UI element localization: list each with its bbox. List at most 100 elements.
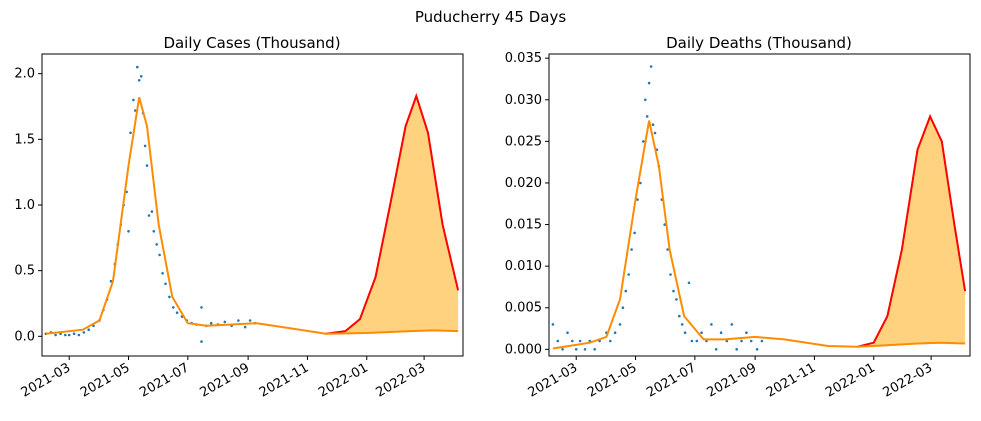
x-tick-label: 2021-03: [526, 360, 581, 400]
upper-curve: [856, 113, 967, 348]
data-point: [680, 323, 684, 326]
x-tick-label: 2021-07: [644, 360, 699, 400]
data-point: [134, 109, 137, 112]
y-tick-label: 0.015: [505, 218, 542, 233]
data-point: [690, 339, 694, 343]
data-point: [132, 98, 135, 102]
data-point: [666, 248, 669, 251]
data-point: [64, 333, 67, 337]
data-point: [147, 214, 151, 217]
data-point: [714, 348, 718, 351]
data-point: [87, 328, 90, 332]
y-tick-label: 0.5: [14, 264, 35, 279]
data-point: [67, 333, 71, 337]
data-point: [556, 339, 560, 343]
y-tick-label: 0.030: [505, 93, 542, 108]
data-point: [669, 273, 672, 276]
data-point: [136, 65, 139, 69]
data-point: [624, 289, 628, 293]
data-point: [730, 323, 734, 326]
data-point: [687, 281, 691, 285]
y-tick-label: 0.025: [505, 134, 542, 149]
data-point: [551, 323, 555, 326]
data-point: [82, 331, 86, 334]
x-tick-label: 2022-01: [823, 360, 878, 400]
data-point: [645, 115, 649, 118]
data-point: [651, 123, 655, 126]
y-tick-label: 2.0: [14, 67, 35, 82]
data-point: [621, 306, 625, 310]
data-point: [54, 333, 57, 337]
data-point: [248, 319, 252, 322]
data-point: [578, 339, 582, 343]
data-point: [642, 140, 645, 143]
data-point: [237, 319, 240, 322]
data-point: [150, 210, 154, 213]
data-point: [760, 339, 764, 343]
data-point: [155, 243, 158, 246]
data-point: [653, 131, 657, 135]
fit-curve: [552, 120, 966, 350]
chart-title: Daily Deaths (Thousand): [666, 34, 852, 52]
data-point: [145, 164, 149, 167]
data-point: [633, 231, 636, 235]
x-tick-label: 2021-05: [585, 360, 640, 400]
data-point: [639, 181, 642, 185]
data-point: [72, 332, 76, 336]
data-point: [566, 331, 569, 335]
data-point: [164, 282, 167, 286]
data-point: [593, 348, 596, 351]
data-point: [152, 230, 156, 233]
fit-curve: [45, 97, 459, 335]
x-tick-label: 2021-09: [705, 360, 760, 400]
data-point: [719, 331, 723, 335]
y-tick-label: 0.010: [505, 259, 542, 274]
data-point: [243, 325, 247, 329]
data-point: [740, 339, 743, 343]
data-point: [749, 339, 753, 343]
data-point: [200, 340, 203, 343]
data-point: [700, 331, 703, 335]
data-point: [137, 79, 141, 82]
data-point: [725, 339, 729, 343]
data-point: [158, 253, 161, 257]
data-point: [710, 323, 713, 326]
data-point: [172, 306, 175, 309]
y-tick-label: 0.020: [505, 176, 542, 191]
y-tick-label: 0.0: [14, 329, 35, 344]
plot-frame: [548, 53, 971, 357]
data-point: [583, 348, 587, 351]
data-point: [672, 289, 675, 293]
data-point: [627, 273, 630, 276]
data-point: [77, 333, 81, 337]
data-point: [683, 331, 687, 335]
data-point: [109, 279, 113, 283]
data-point: [735, 348, 738, 351]
x-tick-label: 2022-03: [881, 360, 936, 400]
data-point: [755, 348, 759, 351]
data-point: [223, 320, 227, 324]
data-point: [571, 339, 574, 343]
figure-title: Puducherry 45 Days: [414, 8, 567, 26]
forecast-band: [325, 96, 459, 334]
data-point: [647, 81, 651, 85]
data-point: [161, 272, 164, 275]
data-point: [561, 348, 564, 351]
x-tick-label: 2021-11: [764, 360, 819, 400]
y-tick-label: 0.000: [505, 342, 542, 357]
data-point: [143, 144, 147, 148]
data-point: [745, 331, 748, 335]
data-point: [630, 248, 633, 251]
y-tick-label: 1.0: [14, 198, 35, 213]
data-point: [175, 311, 179, 315]
y-tick-label: 0.035: [505, 51, 542, 66]
data-point: [675, 298, 678, 301]
data-point: [129, 131, 132, 135]
data-point: [168, 295, 171, 299]
data-point: [636, 198, 639, 201]
upper-curve: [325, 92, 460, 335]
forecast-band: [857, 116, 966, 347]
data-point: [139, 75, 143, 78]
